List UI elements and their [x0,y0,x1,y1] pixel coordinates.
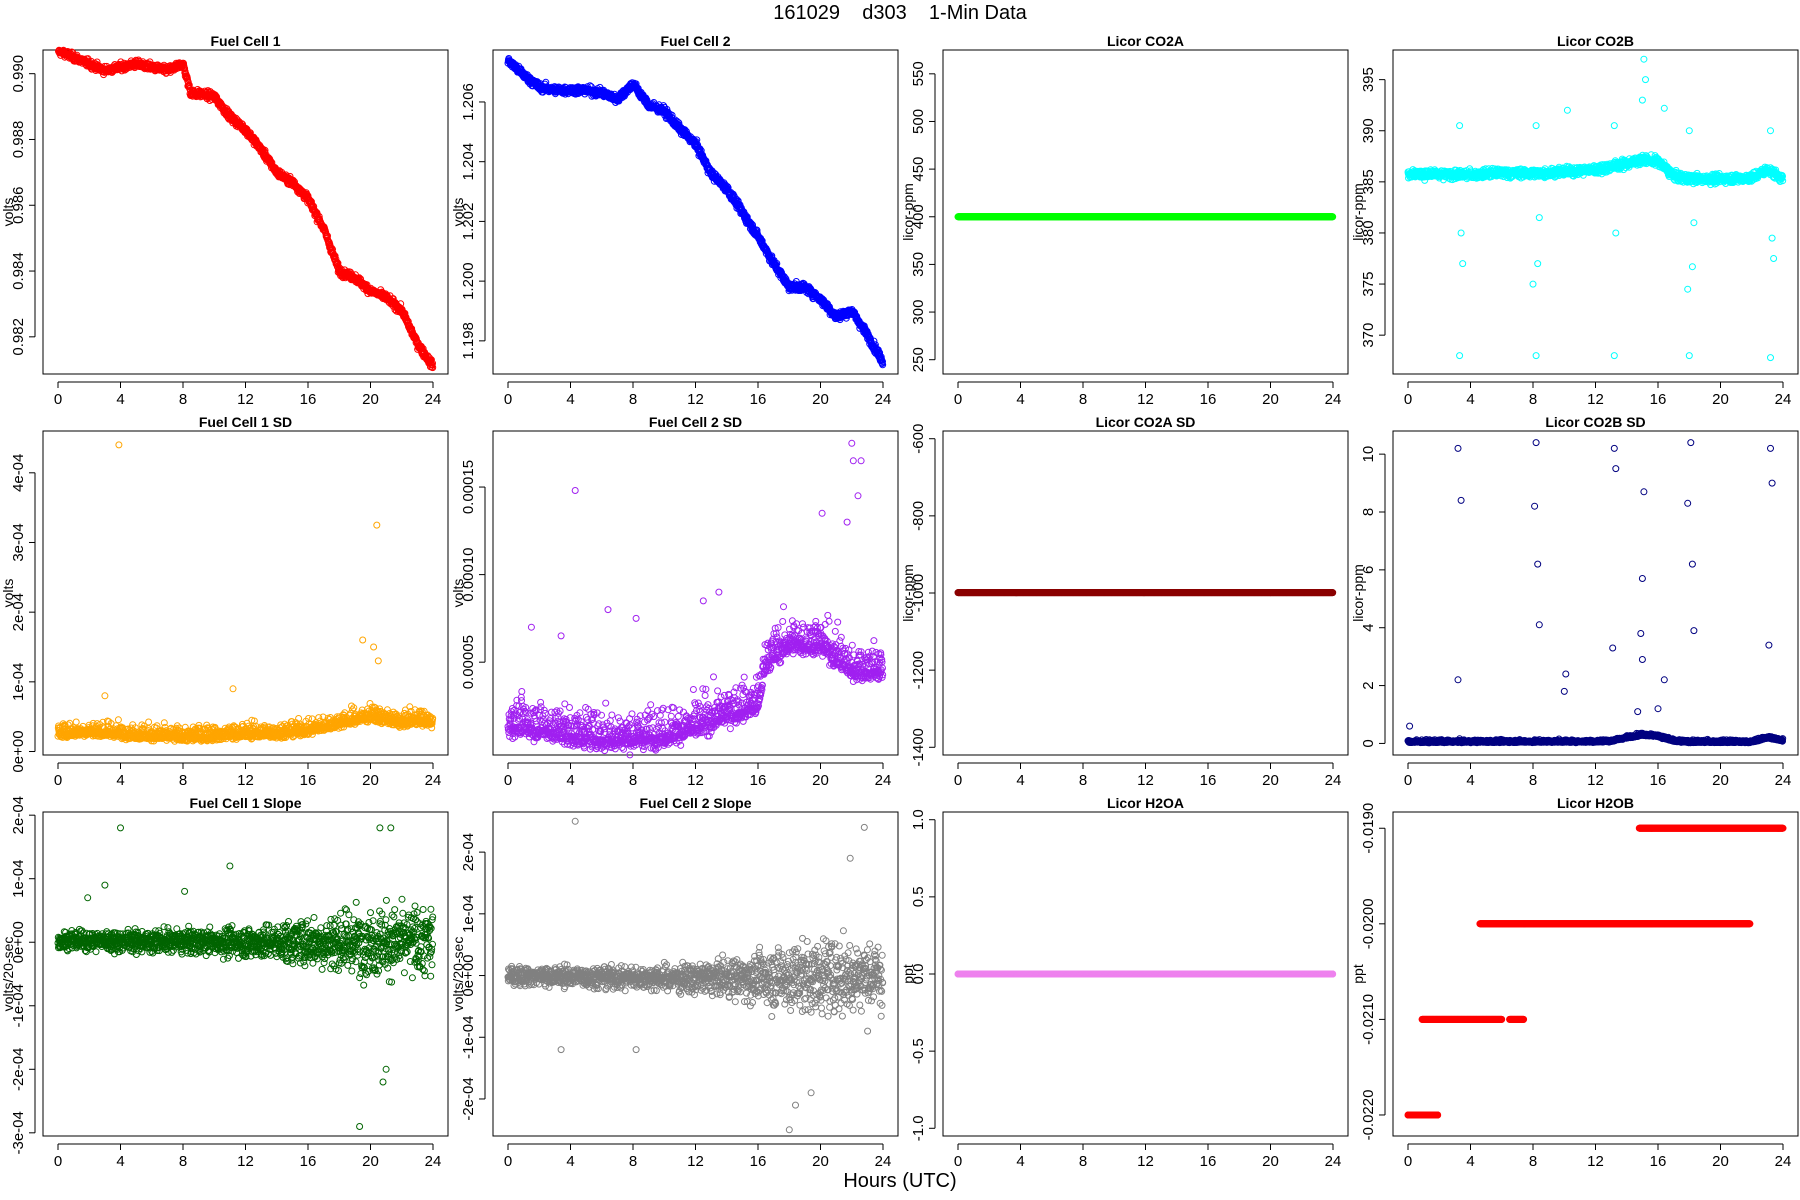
x-tick-label: 8 [179,391,187,408]
y-axis-label: volts [450,198,466,227]
x-tick-label: 0 [954,391,962,408]
x-tick-label: 16 [300,391,317,408]
x-tick-label: 4 [566,391,574,408]
data-points [954,213,1337,221]
y-tick-label: 350 [910,252,927,277]
y-tick-label: 395 [1360,67,1377,92]
x-tick-label: 24 [425,391,442,408]
y-tick-label: 1.198 [460,322,477,360]
y-tick-label: 250 [910,347,927,372]
x-tick-label: 0 [54,391,62,408]
x-tick-label: 4 [1466,391,1474,408]
figure-title: 161029 d303 1-Min Data [773,2,1027,24]
y-tick-label: 500 [910,109,927,134]
plot-frame [942,49,1349,375]
panel-fc2: Fuel Cell 20 4 8 12 16 20 241.1981.2001.2021.2… [450,33,899,408]
panel-title: Licor CO2A [1107,33,1184,49]
y-tick-label: 0.988 [10,121,27,159]
x-tick-label: 4 [116,391,124,408]
x-tick-label: 4 [1016,391,1024,408]
y-tick-label: 1.200 [460,262,477,300]
x-tick-label: 12 [687,391,704,408]
y-tick-label: 375 [1360,272,1377,297]
x-tick-label: 24 [1325,391,1342,408]
y-tick-label: 450 [910,157,927,182]
plot-frame [42,49,449,375]
x-tick-label: 8 [1529,391,1537,408]
data-points [55,46,437,372]
y-tick-label: 370 [1360,323,1377,348]
x-tick-label: 16 [750,391,767,408]
x-tick-label: 24 [875,391,892,408]
data-points [504,55,887,369]
y-tick-label: 390 [1360,118,1377,143]
y-tick-label: 550 [910,61,927,86]
x-tick-label: 8 [1079,391,1087,408]
data-point [185,81,193,89]
x-tick-label: 12 [237,391,254,408]
plot-frame [1392,49,1799,375]
x-tick-label: 20 [812,391,829,408]
data-points [1404,55,1787,362]
y-axis-label: licor-ppm [900,183,916,241]
panel-title: Licor CO2B [1557,33,1634,49]
panel-title: Fuel Cell 2 [660,33,730,49]
y-tick-label: 1.204 [460,143,477,181]
y-tick-label: 0.982 [10,318,27,356]
panel-title: Fuel Cell 1 [210,33,280,49]
x-tick-label: 20 [1262,391,1279,408]
x-tick-label: 16 [1650,391,1667,408]
x-tick-label: 0 [504,391,512,408]
x-tick-label: 12 [1587,391,1604,408]
x-tick-label: 12 [1137,391,1154,408]
y-axis-label: licor-ppm [1350,183,1366,241]
x-tick-label: 24 [1775,391,1792,408]
x-tick-label: 20 [1712,391,1729,408]
x-tick-label: 20 [362,391,379,408]
y-tick-label: 0.986 [10,186,27,224]
y-tick-label: 1.206 [460,83,477,121]
y-axis-label: volts [0,198,16,227]
y-tick-label: 300 [910,300,927,325]
x-tick-label: 16 [1200,391,1217,408]
y-tick-label: 0.990 [10,55,27,93]
x-tick-label: 8 [629,391,637,408]
x-tick-label: 0 [1404,391,1412,408]
panel-fc1: Fuel Cell 1 0 4 8 12 16 20 24 0.982 0.984 0.986 0.9… [0,33,449,408]
plot-frame [492,49,899,375]
y-tick-label: 0.984 [10,252,27,290]
